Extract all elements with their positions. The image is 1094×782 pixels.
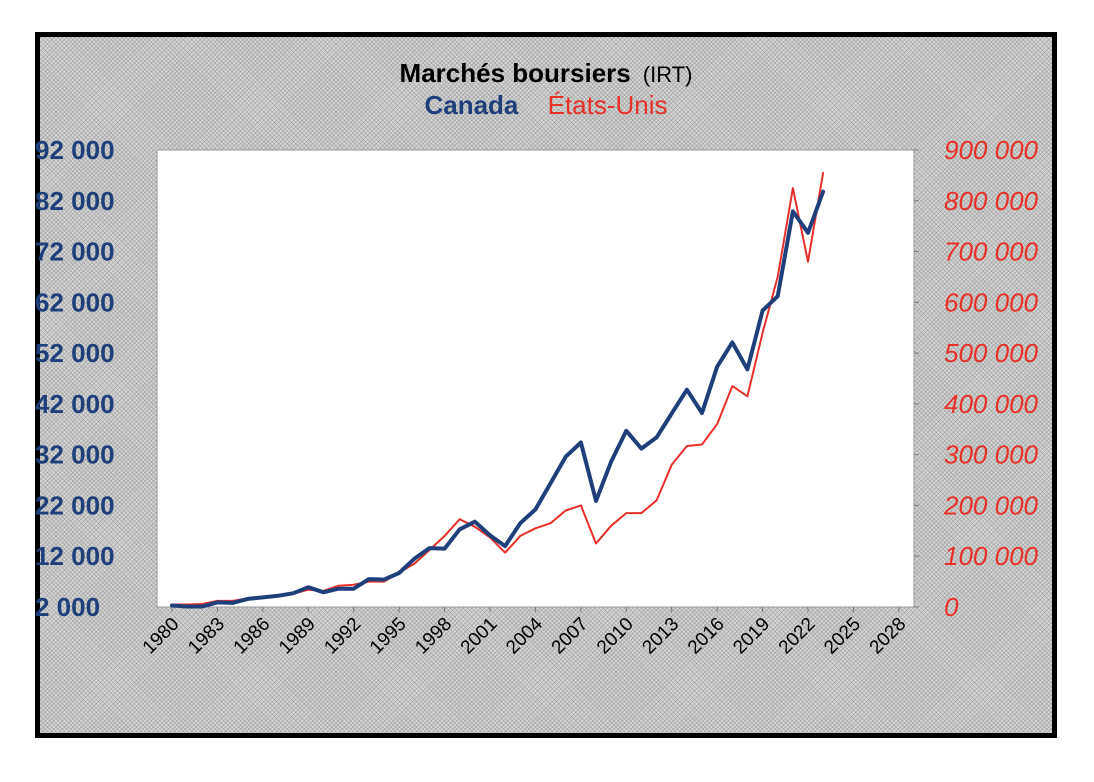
x-tick-label: 2004 xyxy=(502,613,547,658)
x-tick-label: 2013 xyxy=(639,614,684,659)
chart-subtitle: (IRT) xyxy=(643,62,693,87)
left-axis-ticks: 2 000 12 000 22 000 32 000 42 000 52 000 62 00… xyxy=(35,135,115,622)
right-tick-label: 200 000 xyxy=(943,490,1039,520)
x-tick-label: 1986 xyxy=(230,614,275,659)
left-tick-label: 42 000 xyxy=(35,389,115,419)
series-layer xyxy=(170,171,826,609)
left-tick-label: 92 000 xyxy=(35,135,115,165)
right-tick-label: 800 000 xyxy=(944,186,1039,216)
left-tick-label: 12 000 xyxy=(35,541,115,571)
right-tick-label: 0 xyxy=(944,592,959,622)
chart-title: Marchés boursiers xyxy=(400,58,631,88)
x-tick-label: 1989 xyxy=(275,614,320,659)
right-tick-label: 300 000 xyxy=(944,440,1039,470)
legend: Canada États-Unis xyxy=(424,90,667,120)
right-tick-label: 400 000 xyxy=(944,389,1039,419)
right-tick-label: 500 000 xyxy=(944,338,1039,368)
legend-etats-unis: États-Unis xyxy=(548,90,668,120)
left-tick-label: 62 000 xyxy=(35,287,115,317)
left-tick-label: 2 000 xyxy=(35,592,100,622)
x-tick-label: 2007 xyxy=(548,614,593,659)
left-tick-label: 32 000 xyxy=(35,440,115,470)
x-tick-label: 2010 xyxy=(593,614,638,659)
x-tick-label: 1983 xyxy=(184,614,229,659)
x-tick-label: 2016 xyxy=(684,614,729,659)
left-tick-label: 72 000 xyxy=(35,237,115,267)
right-tick-label: 900 000 xyxy=(944,135,1039,165)
x-tick-label: 2028 xyxy=(866,614,911,659)
x-tick-label: 2019 xyxy=(729,614,774,659)
left-tick-label: 22 000 xyxy=(35,490,115,520)
right-tick-label: 700 000 xyxy=(944,237,1039,267)
right-tick-label: 100 000 xyxy=(944,541,1039,571)
plot-area xyxy=(156,149,915,608)
x-tick-label: 2001 xyxy=(457,614,502,659)
left-tick-label: 82 000 xyxy=(35,186,115,216)
left-tick-label: 52 000 xyxy=(35,338,115,368)
right-tick-label: 600 000 xyxy=(944,287,1039,317)
chart-title-group: Marchés boursiers (IRT) xyxy=(400,58,693,88)
x-tick-label: 2025 xyxy=(820,614,865,659)
x-tick-label: 1980 xyxy=(139,614,184,659)
right-axis-ticks: 0 100 000 200 000 300 000 400 000 500 000 600 … xyxy=(914,135,1039,622)
x-tick-label: 1998 xyxy=(411,614,456,659)
x-tick-label: 2022 xyxy=(775,614,820,659)
series-line-canada xyxy=(170,189,826,609)
x-axis-ticks: 1980 1983 1986 1989 1992 1995 1998 2001 2004 2007… xyxy=(139,607,911,659)
legend-canada: Canada xyxy=(424,90,518,120)
x-tick-label: 1992 xyxy=(321,614,366,659)
x-tick-label: 1995 xyxy=(366,614,411,659)
